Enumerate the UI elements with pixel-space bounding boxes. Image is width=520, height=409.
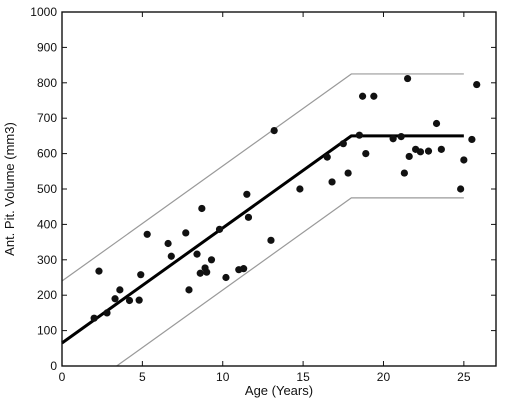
- data-point: [389, 135, 397, 143]
- y-tick-label: 1000: [30, 5, 57, 19]
- data-point: [198, 204, 206, 213]
- data-point: [240, 265, 248, 273]
- data-point: [468, 135, 476, 144]
- data-point: [103, 309, 111, 317]
- data-point: [244, 213, 253, 221]
- x-tick-label: 5: [139, 370, 146, 384]
- x-tick-label: 20: [377, 370, 391, 384]
- y-tick-label: 200: [37, 288, 57, 302]
- ticks: 0 5 10 15 20 25 0 100 200 300 400 500 600 700 800 900 10…: [30, 5, 496, 384]
- data-point: [397, 133, 405, 141]
- data-point: [137, 271, 145, 279]
- x-tick-label: 10: [216, 370, 230, 384]
- data-point: [270, 126, 278, 135]
- data-point: [185, 286, 193, 294]
- y-tick-label: 600: [37, 147, 57, 161]
- y-tick-label: 0: [50, 359, 57, 373]
- data-point: [339, 140, 347, 148]
- data-point: [358, 92, 367, 100]
- data-point: [116, 286, 124, 294]
- x-tick-label: 25: [457, 370, 471, 384]
- data-point: [473, 80, 481, 89]
- y-tick-label: 300: [37, 253, 57, 267]
- data-point: [95, 267, 103, 275]
- data-point: [167, 252, 175, 260]
- data-point: [403, 74, 412, 83]
- y-tick-label: 900: [37, 40, 57, 54]
- upper-bound-line: [61, 73, 464, 282]
- fit-line-group: [61, 134, 464, 345]
- x-tick-label: 15: [296, 370, 310, 384]
- x-axis-label: Age (Years): [245, 383, 313, 398]
- data-point: [267, 236, 275, 244]
- data-point: [125, 296, 134, 305]
- data-point: [437, 145, 445, 153]
- data-point: [111, 295, 119, 303]
- data-point: [400, 169, 408, 177]
- data-point: [370, 92, 378, 100]
- data-point: [135, 296, 143, 304]
- data-point: [182, 229, 190, 237]
- data-point: [362, 150, 370, 158]
- data-point: [296, 185, 304, 193]
- data-point: [344, 169, 352, 177]
- y-tick-label: 800: [37, 76, 57, 90]
- data-point: [203, 268, 211, 276]
- data-point: [416, 148, 425, 156]
- data-points: [90, 74, 481, 322]
- lower-bound-line: [116, 197, 464, 367]
- data-point: [193, 250, 201, 258]
- y-tick-label: 500: [37, 182, 57, 196]
- data-point: [460, 156, 468, 164]
- data-point: [323, 153, 331, 161]
- y-tick-label: 400: [37, 217, 57, 231]
- data-point: [90, 314, 98, 322]
- fit-line: [61, 134, 464, 345]
- data-point: [207, 256, 216, 264]
- data-point: [457, 185, 465, 193]
- data-point: [355, 131, 363, 139]
- data-point: [243, 190, 251, 198]
- data-point: [424, 147, 433, 155]
- y-tick-label: 100: [37, 324, 57, 338]
- y-axis-label: Ant. Pit. Volume (mm3): [2, 122, 17, 256]
- confidence-bounds: [61, 73, 464, 367]
- data-point: [164, 239, 172, 248]
- data-point: [143, 230, 151, 238]
- data-point: [196, 269, 204, 277]
- x-tick-label: 0: [59, 370, 66, 384]
- data-point: [405, 152, 413, 161]
- data-point: [215, 225, 224, 233]
- data-point: [328, 178, 336, 186]
- data-point: [222, 273, 230, 282]
- y-tick-label: 700: [37, 111, 57, 125]
- data-point: [432, 119, 441, 128]
